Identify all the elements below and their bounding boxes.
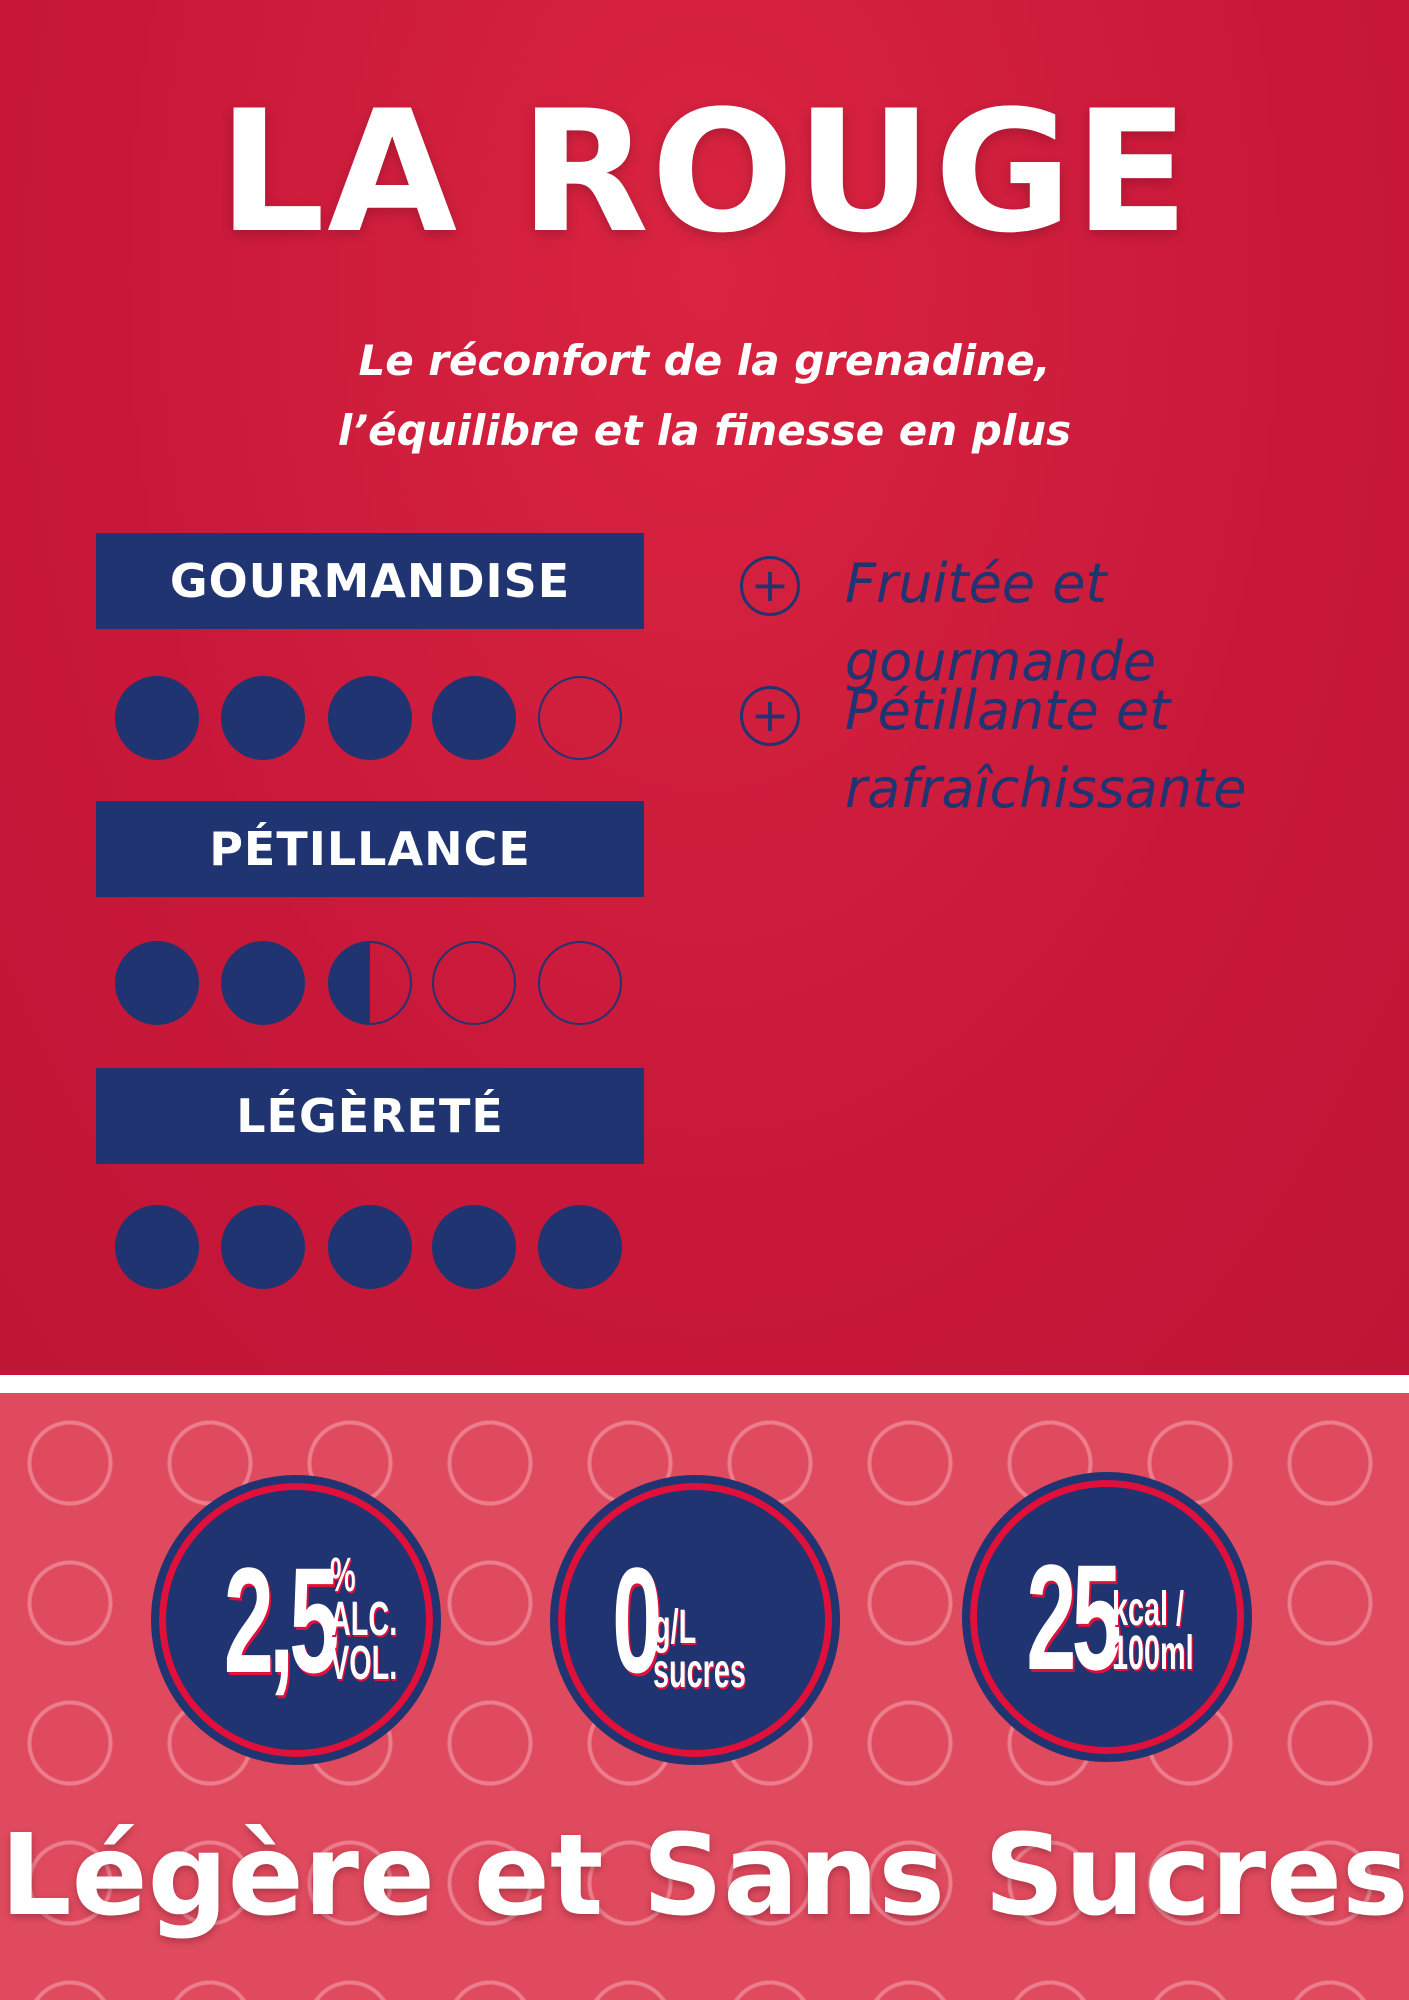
subtitle-line-2: l’équilibre et la finesse en plus bbox=[337, 406, 1072, 455]
rating-dot-half bbox=[328, 941, 412, 1025]
rating-dot-filled bbox=[432, 676, 516, 760]
rating-dot-filled bbox=[221, 941, 305, 1025]
rating-dot-filled bbox=[538, 1205, 622, 1289]
rating-dot-filled bbox=[115, 941, 199, 1025]
rating-dot-empty bbox=[538, 941, 622, 1025]
plus-circle-icon: + bbox=[740, 556, 800, 616]
rating-dot-filled bbox=[432, 1205, 516, 1289]
feature-2: Pétillante et rafraîchissante bbox=[845, 679, 1247, 820]
rating-dot-empty bbox=[538, 676, 622, 760]
rating-dot-filled bbox=[221, 676, 305, 760]
divider bbox=[0, 1375, 1409, 1393]
rating-label-petillance: PÉTILLANCE bbox=[96, 801, 644, 897]
badge-sugar: 0 g/L sucres bbox=[550, 1475, 840, 1765]
rating-dot-filled bbox=[328, 1205, 412, 1289]
feature-1: Fruitée et gourmande bbox=[845, 552, 1157, 693]
badge-calories: 25 kcal /100ml bbox=[962, 1472, 1252, 1762]
rating-label-legerete: LÉGÈRETÉ bbox=[96, 1068, 644, 1164]
slogan: Légère et Sans Sucres bbox=[0, 1811, 1409, 1941]
rating-dot-filled bbox=[115, 676, 199, 760]
rating-dot-filled bbox=[221, 1205, 305, 1289]
badge-value: 25 bbox=[1025, 1533, 1121, 1701]
badge-unit: g/L sucres bbox=[653, 1601, 747, 1698]
badge-unit: kcal /100ml bbox=[1112, 1583, 1195, 1680]
rating-dot-filled bbox=[328, 676, 412, 760]
badge-value: 2,5 bbox=[223, 1536, 340, 1704]
badge-value: 0 bbox=[612, 1536, 662, 1704]
rating-label-gourmandise: GOURMANDISE bbox=[96, 533, 644, 629]
badge-unit: % ALC. VOL. bbox=[330, 1549, 398, 1690]
rating-dot-empty bbox=[432, 941, 516, 1025]
badge-alcohol: 2,5 % ALC. VOL. bbox=[151, 1475, 441, 1765]
product-title: LA ROUGE bbox=[218, 74, 1191, 270]
rating-dot-filled bbox=[115, 1205, 199, 1289]
subtitle-line-1: Le réconfort de la grenadine, bbox=[358, 336, 1051, 385]
plus-circle-icon: + bbox=[740, 686, 800, 746]
